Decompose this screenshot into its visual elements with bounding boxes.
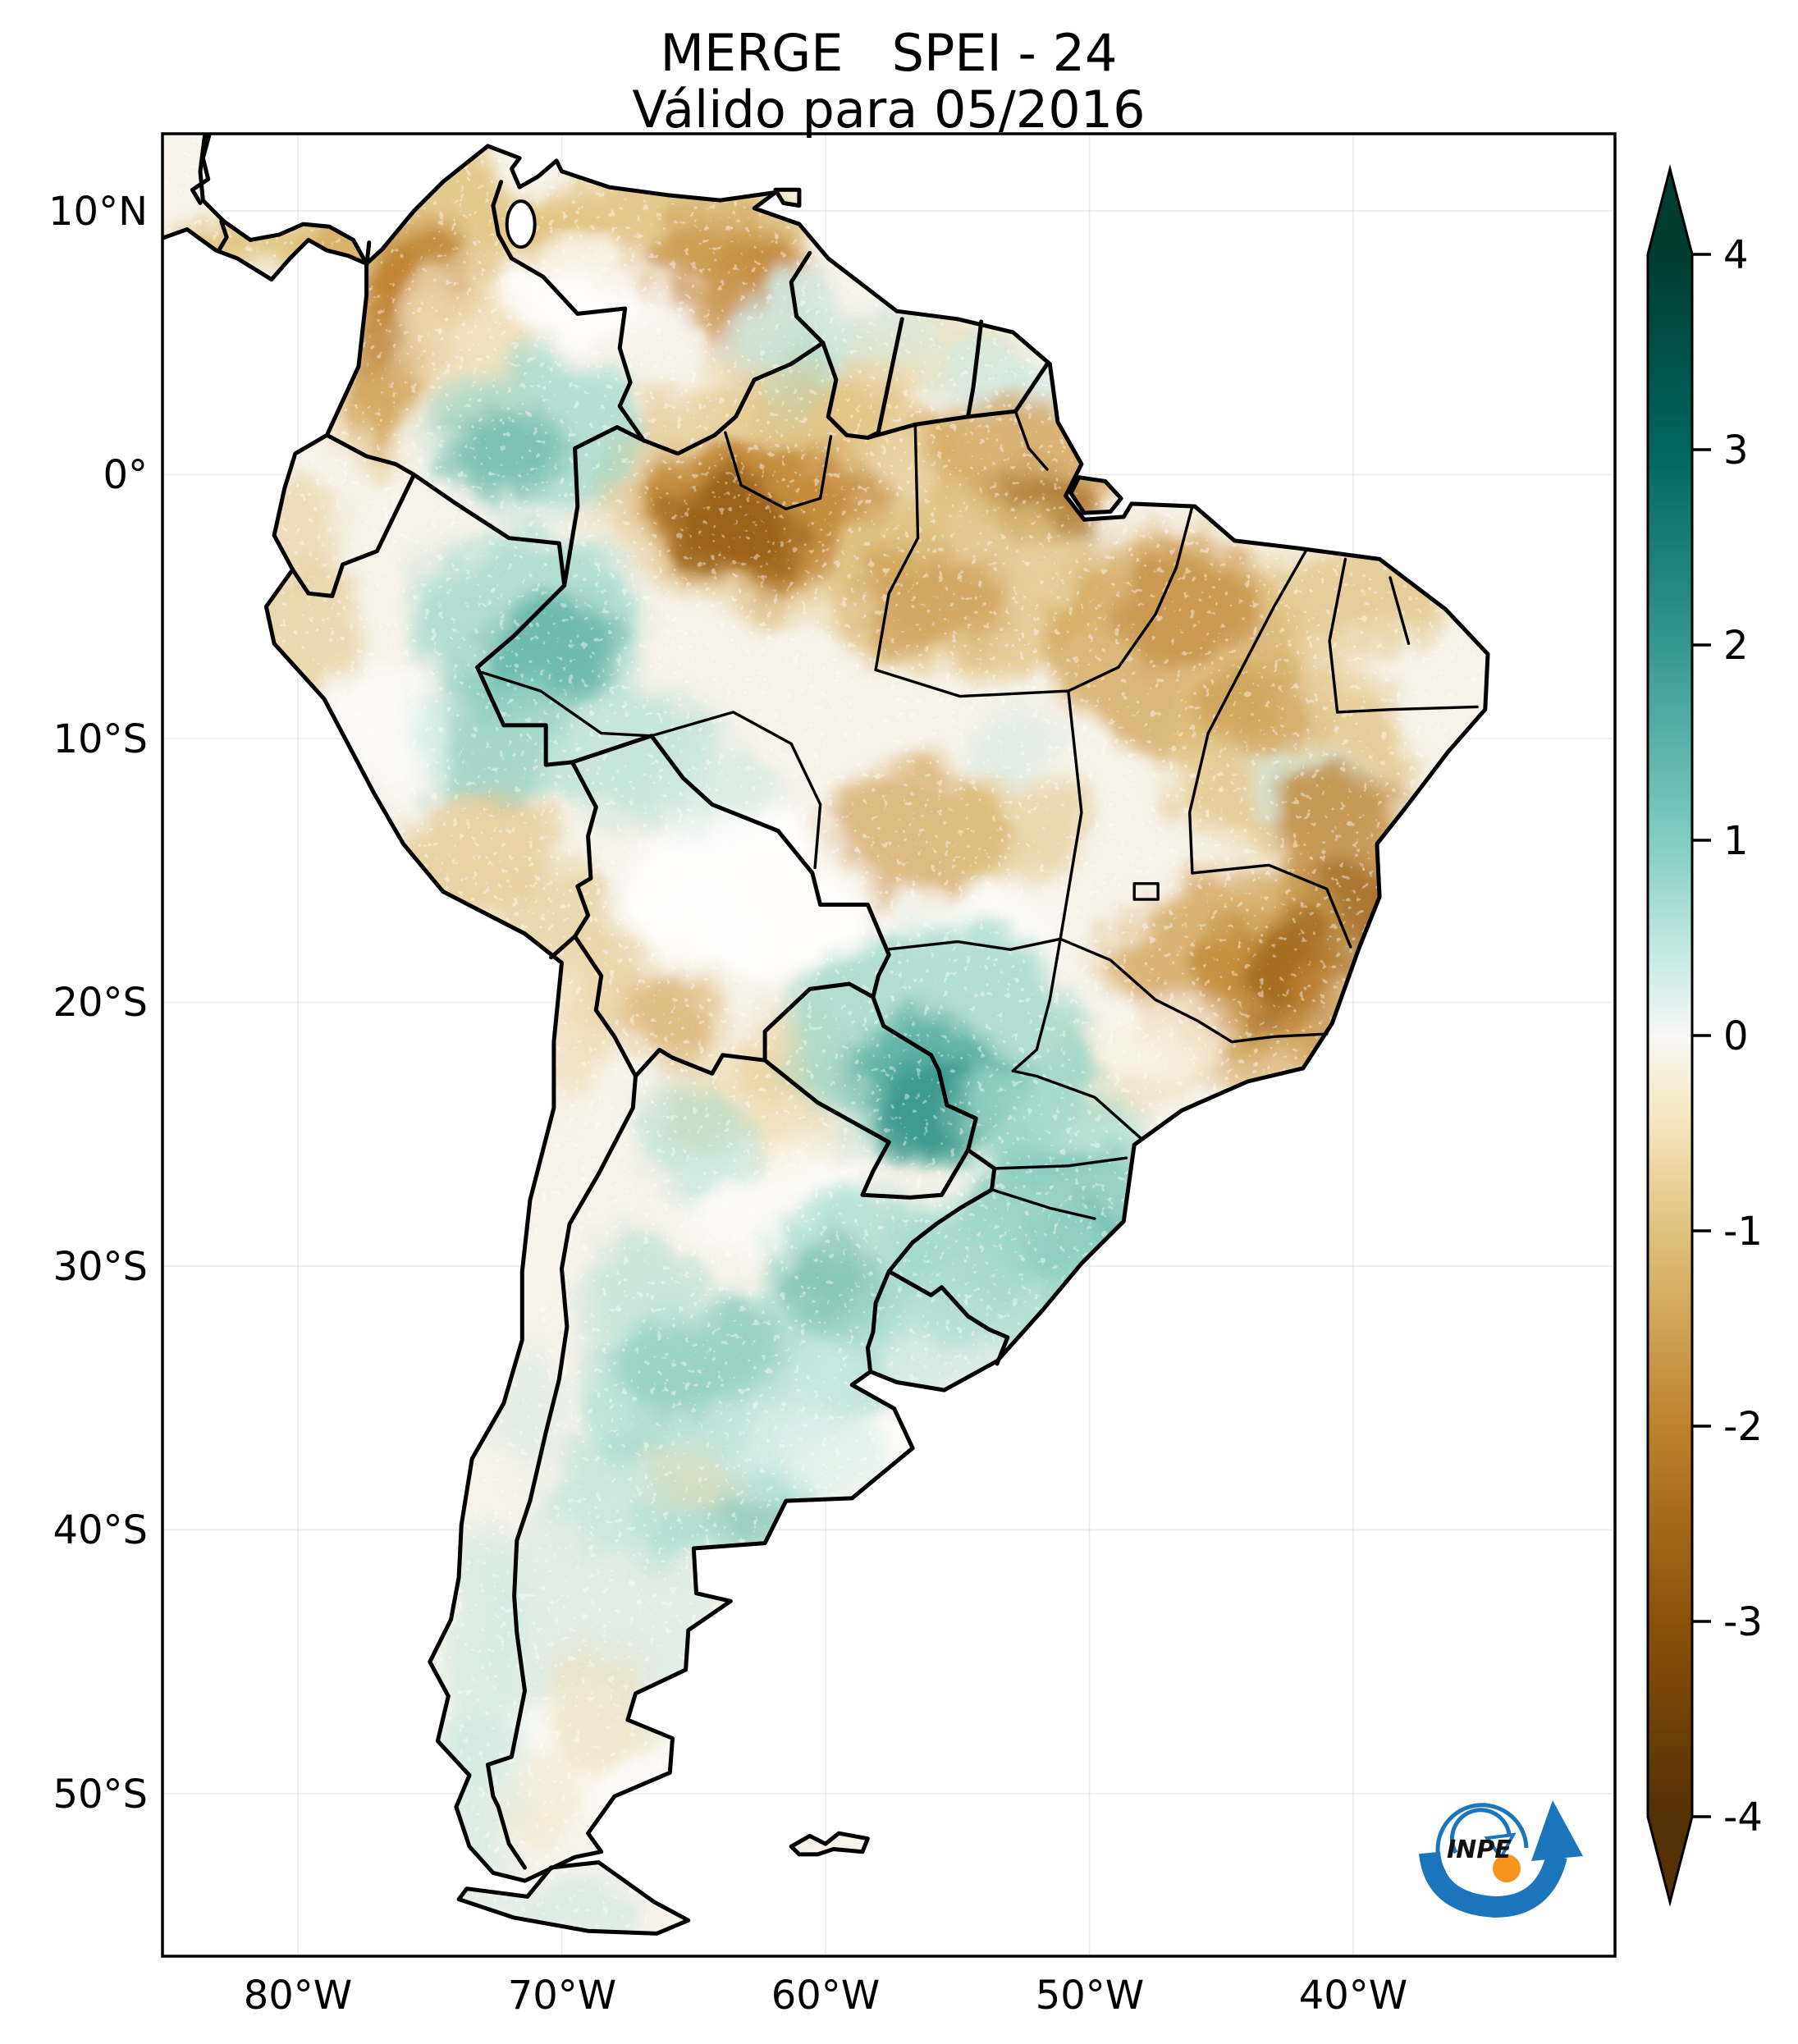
country-border [291, 473, 416, 598]
state-border [650, 711, 822, 870]
country-border [570, 734, 891, 999]
state-border [993, 1156, 1128, 1170]
colorbar-tick-label: -1 [1723, 1209, 1763, 1255]
inpe-logo-arrow-up-icon [1531, 1800, 1583, 1861]
country-border [475, 583, 574, 767]
lon-tick-label: 60°W [771, 1973, 881, 2019]
colorbar-tick-label: 1 [1723, 818, 1749, 864]
state-border [885, 937, 1062, 951]
country-border [966, 319, 984, 419]
mainland-south-america-coastline [263, 144, 1490, 1883]
country-border [486, 1074, 638, 1870]
state-border [990, 1188, 1096, 1220]
lat-tick-label: 10°N [48, 189, 148, 235]
colorbar-tick-marks [1692, 253, 1711, 1818]
colorbar-tick-label: -4 [1723, 1795, 1763, 1841]
country-border [491, 180, 646, 443]
colorbar-tick-label: -2 [1723, 1404, 1763, 1450]
map-frame [161, 132, 1617, 1958]
state-border [874, 423, 920, 672]
country-border [549, 934, 578, 960]
inpe-logo-arrow-down-icon [1484, 1832, 1517, 1861]
colorbar-tick-label: 0 [1723, 1013, 1749, 1059]
state-border [1328, 557, 1347, 714]
country-border [641, 341, 826, 456]
state-border [724, 431, 833, 510]
title-line2: Válido para 05/2016 [632, 80, 1145, 139]
country-border [871, 995, 978, 1152]
state-border [1389, 576, 1411, 645]
inpe-logo-outer-swirl [1435, 1803, 1529, 1874]
state-border [1154, 505, 1194, 616]
state-border [1191, 863, 1352, 949]
lat-tick-label: 10°S [53, 716, 148, 762]
state-border [1206, 550, 1307, 735]
country-border [821, 341, 870, 440]
lakes [505, 199, 537, 249]
country-border [573, 934, 638, 1078]
lon-tick-label: 80°W [244, 1973, 353, 2019]
country-border [570, 760, 598, 939]
country-border [324, 432, 416, 477]
country-border [190, 134, 212, 205]
state-border [1188, 731, 1210, 875]
state-border [1132, 882, 1160, 901]
state-border [1336, 705, 1479, 714]
colorbar-gradient-bar [1646, 164, 1694, 1907]
land-raster [162, 134, 1488, 1934]
lat-tick-label: 40°S [53, 1507, 148, 1553]
country-border [562, 425, 646, 588]
country-border [412, 473, 567, 588]
colorbar-tick-label: 2 [1723, 623, 1749, 669]
map-canvas [162, 134, 1615, 1956]
title-line1: MERGE SPEI - 24 [661, 23, 1118, 83]
marajo-island-coastline [1068, 475, 1123, 515]
inpe-logo-inner-swirl [1450, 1808, 1512, 1854]
state-border [1011, 1069, 1144, 1141]
lon-tick-label: 50°W [1036, 1973, 1145, 2019]
inpe-logo-orange-dot-icon [1493, 1854, 1521, 1882]
lon-tick-label: 40°W [1299, 1973, 1408, 2019]
state-border [1013, 409, 1049, 471]
state-border [1059, 937, 1329, 1044]
state-border [1011, 937, 1062, 1072]
country-border [886, 1269, 1010, 1366]
lat-tick-label: 30°S [53, 1244, 148, 1290]
colorbar-tick-label: 4 [1723, 232, 1749, 278]
country-border [634, 1047, 767, 1078]
lake-maracaibo [505, 199, 537, 249]
inpe-logo: INPE [1419, 1800, 1583, 1918]
lat-tick-label: 0° [103, 452, 148, 498]
inpe-logo-swoosh [1419, 1851, 1567, 1918]
colorbar: 4 3 2 1 0 -1 -2 -3 -4 [1646, 164, 1763, 1907]
country-border [762, 981, 876, 1063]
country-borders [190, 134, 1050, 1870]
colorbar-tick-label: 3 [1723, 428, 1749, 473]
colorbar-tick-label: -3 [1723, 1599, 1763, 1645]
country-border [364, 240, 372, 268]
trinidad-island-coastline [773, 187, 802, 208]
state-border [1059, 689, 1083, 940]
inpe-logo-label: INPE [1447, 1836, 1512, 1864]
country-border [762, 1058, 971, 1200]
lat-tick-label: 50°S [53, 1772, 148, 1818]
country-border [865, 1269, 891, 1374]
lat-tick-label: 20°S [53, 980, 148, 1026]
coastlines [162, 134, 1490, 1936]
country-border [789, 250, 826, 345]
state-borders [481, 409, 1479, 1220]
state-border [1067, 613, 1157, 693]
state-border [874, 668, 1070, 698]
raster-grain-texture [162, 134, 1488, 1934]
falkland-islands-coastline [789, 1831, 870, 1857]
tierra-del-fuego-coastline [456, 1860, 691, 1936]
country-border [217, 219, 229, 253]
lon-tick-label: 70°W [508, 1973, 617, 2019]
state-border [481, 670, 653, 738]
central-america-strip-coastline [162, 134, 369, 282]
